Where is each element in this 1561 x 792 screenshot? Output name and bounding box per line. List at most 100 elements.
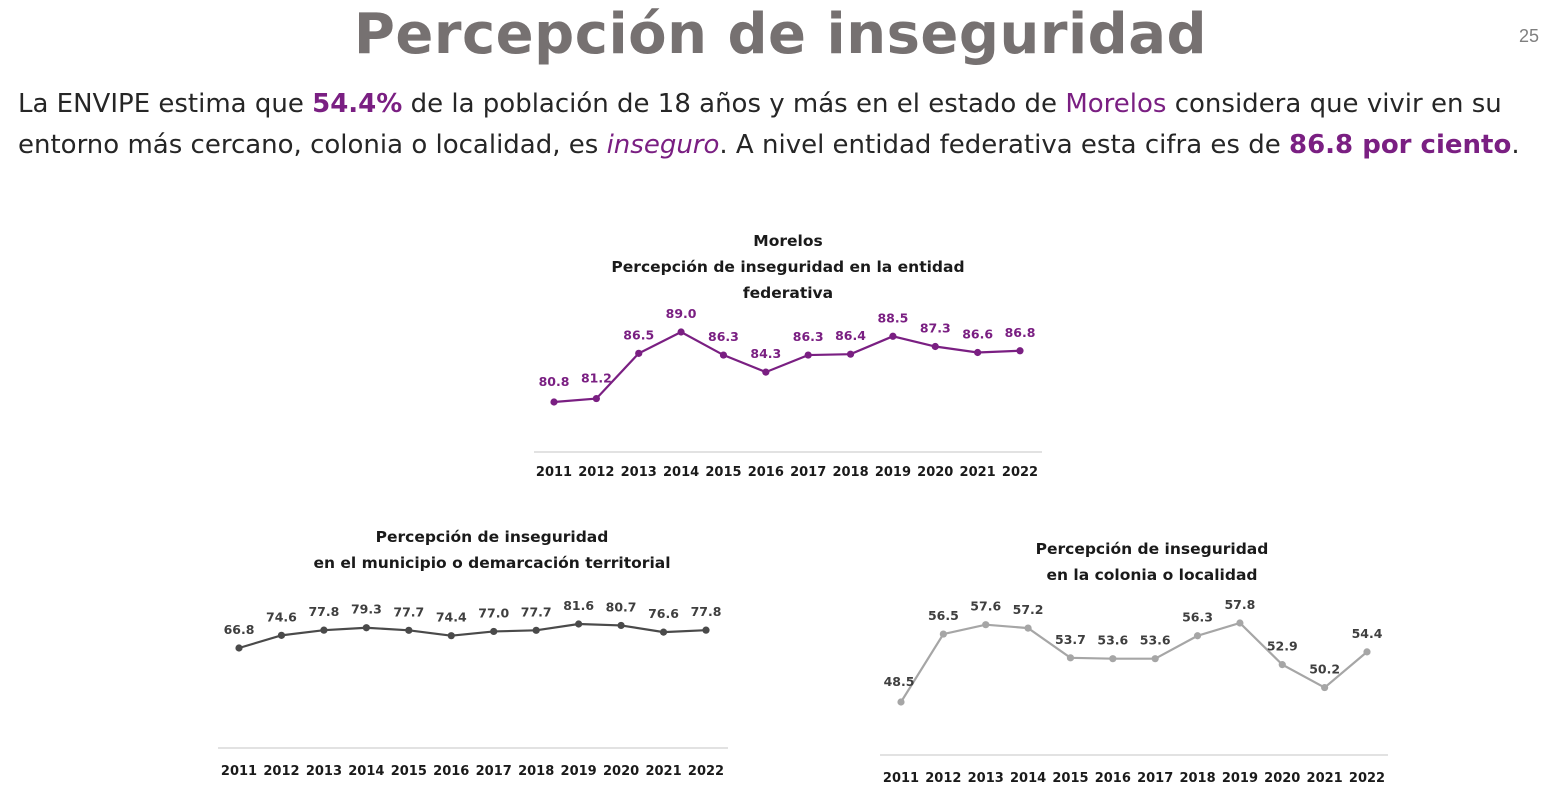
state-name: Morelos [1065,89,1167,119]
page-title: Percepción de inseguridad [353,2,1208,67]
chart-municipio-tick-label: 2013 [306,764,342,779]
chart-municipio-tick-label: 2022 [688,764,724,779]
chart-colonia-tick-label: 2017 [1137,771,1173,786]
chart-colonia-title-line-1: Percepción de inseguridad [1035,540,1269,558]
chart-entidad-data-label: 84.3 [750,346,781,361]
chart-entidad-point [635,349,643,357]
intro-text-3: considera que vivir en su entorno más ce… [18,89,1502,160]
chart-municipio-tick-label: 2014 [348,764,384,779]
chart-colonia-tick-label: 2021 [1307,771,1343,786]
chart-entidad-data-label: 86.6 [962,326,993,341]
chart-colonia-data-label: 57.6 [970,599,1001,614]
chart-municipio-point [405,626,413,634]
chart-entidad-point [677,328,685,336]
chart-colonia-tick-label: 2018 [1179,771,1215,786]
chart-colonia-tick-label: 2011 [883,771,919,786]
chart-municipio-title-line-1: Percepción de inseguridad [375,528,609,546]
state-value-highlight: 54.4% [312,89,403,119]
chart-colonia-tick-label: 2012 [925,771,961,786]
chart-municipio-point [277,631,286,639]
chart-municipio-data-label: 81.6 [563,598,594,613]
chart-entidad-data-label: 86.3 [793,329,824,344]
chart-entidad-point [762,368,770,376]
chart-colonia-point [1024,624,1032,632]
chart-colonia-point [1236,619,1244,627]
chart-colonia-point [1363,648,1371,656]
chart-municipio-data-label: 77.8 [691,604,722,619]
chart-colonia-point [982,621,990,629]
chart-colonia-point [1193,632,1202,640]
chart-entidad-tick-label: 2018 [832,465,868,480]
chart-colonia-title-line-2: en la colonia o localidad [1046,566,1258,584]
chart-municipio-series-line [238,622,707,650]
chart-municipio-point [447,632,455,640]
chart-entidad-data-label: 86.5 [623,327,654,342]
chart-entidad-title: Morelos Percepción de inseguridad en la … [588,228,988,306]
chart-entidad-point [1016,347,1024,355]
chart-colonia-point [1066,654,1075,662]
chart-entidad-tick-label: 2011 [536,465,572,480]
chart-colonia-tick-label: 2015 [1052,771,1088,786]
intro-text-2: de la población de 18 años y más en el e… [402,89,1066,119]
chart-municipio-point [235,644,243,652]
chart-entidad-point [974,348,982,357]
chart-municipio-tick-label: 2015 [391,764,427,779]
chart-municipio-point [320,626,328,634]
chart-entidad-tick-label: 2017 [790,465,826,480]
chart-entidad-data-label: 86.4 [835,328,866,343]
chart-municipio-data-label: 80.7 [606,599,637,614]
chart-entidad-title-line-2: Percepción de inseguridad en la entidad [611,258,965,276]
chart-municipio-title-line-2: en el municipio o demarcación territoria… [313,554,671,572]
chart-municipio-tick-label: 2019 [561,764,597,779]
italic-word: inseguro [606,130,720,160]
chart-municipio-title: Percepción de inseguridad en el municipi… [262,524,722,576]
chart-colonia-title: Percepción de inseguridad en la colonia … [1002,536,1302,588]
chart-municipio-data-label: 77.7 [521,604,552,619]
chart-municipio-tick-label: 2018 [518,764,554,779]
chart-municipio-data-label: 74.6 [266,609,297,624]
chart-colonia-tick-label: 2013 [968,771,1004,786]
chart-colonia-point [939,630,947,638]
chart-entidad-title-line-1: Morelos [753,232,823,250]
chart-municipio-tick-label: 2012 [263,764,299,779]
chart-municipio-point [362,624,370,632]
chart-entidad-data-label: 87.3 [920,321,951,336]
chart-colonia-data-label: 50.2 [1309,662,1340,677]
chart-entidad-tick-label: 2019 [875,465,911,480]
chart-municipio-point [702,626,710,634]
chart-colonia-point [1109,655,1117,663]
intro-paragraph: La ENVIPE estima que 54.4% de la poblaci… [18,84,1528,166]
chart-entidad-tick-label: 2015 [705,465,741,480]
chart-colonia-data-label: 52.9 [1267,639,1298,654]
chart-municipio-tick-label: 2016 [433,764,469,779]
chart-entidad-tick-label: 2013 [621,465,657,480]
chart-municipio-data-label: 77.7 [393,604,424,619]
chart-entidad-point [889,332,897,340]
chart-entidad-title-line-3: federativa [742,284,834,302]
chart-colonia-data-label: 53.7 [1055,632,1086,647]
chart-municipio-point [617,621,625,630]
chart-entidad-point [804,351,812,359]
chart-entidad-data-label: 81.2 [581,371,612,386]
chart-entidad-point [931,342,939,351]
chart-entidad-tick-label: 2014 [663,465,699,480]
chart-colonia-tick-label: 2016 [1095,771,1131,786]
chart-entidad-tick-label: 2022 [1002,465,1038,480]
chart-colonia-data-label: 53.6 [1140,633,1171,648]
chart-entidad-data-label: 89.0 [666,306,697,321]
chart-entidad-tick-label: 2021 [960,465,996,480]
chart-colonia-point [897,698,905,706]
chart-municipio-data-label: 77.8 [308,604,339,619]
chart-entidad-data-label: 88.5 [877,310,908,325]
chart-entidad-tick-label: 2016 [748,465,784,480]
chart-municipio-data-label: 74.4 [436,610,467,625]
chart-entidad-tick-label: 2020 [917,465,953,480]
chart-colonia-series-line [900,621,1368,703]
intro-text-5: . [1511,130,1520,160]
chart-entidad-point [719,351,728,359]
page-number: 25 [1518,26,1539,46]
chart-municipio-tick-label: 2021 [645,764,681,779]
chart-colonia-point [1151,655,1159,663]
chart-municipio-tick-label: 2011 [221,764,257,779]
